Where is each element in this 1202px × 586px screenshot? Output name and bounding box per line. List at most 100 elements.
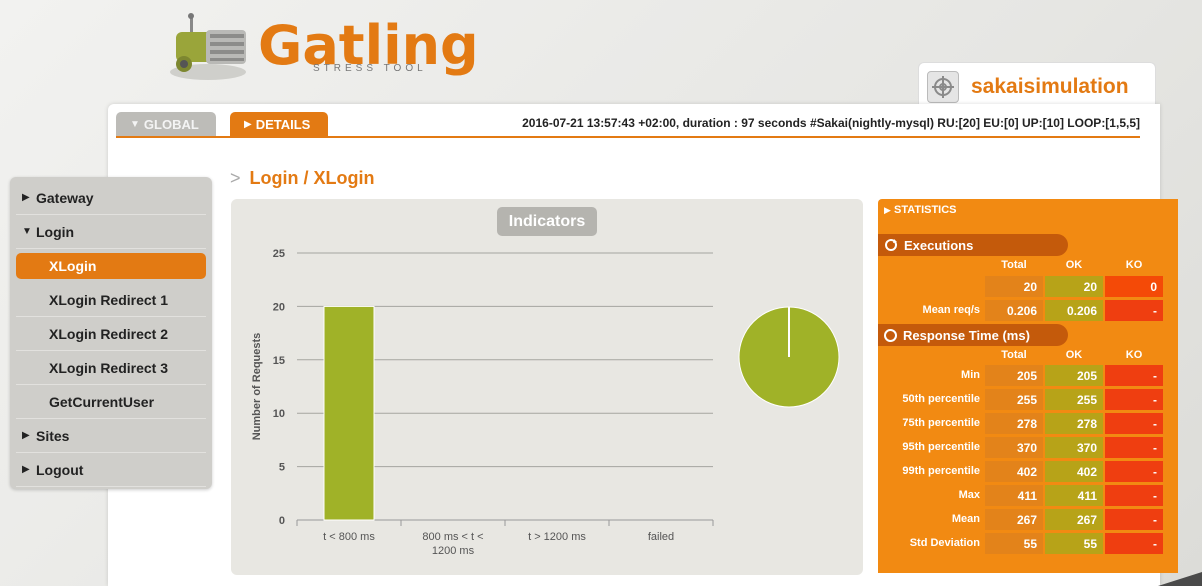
sidebar-item-label: GetCurrentUser [49, 393, 155, 410]
caret-right-icon: ▶ [22, 430, 30, 441]
stat-row-label: Min [961, 369, 980, 381]
stat-cell-ok: 278 [1045, 413, 1103, 434]
stat-cell-total: 402 [985, 461, 1043, 482]
column-header-total: Total [1001, 259, 1027, 271]
stat-cell-total: 205 [985, 365, 1043, 386]
y-tick-label: 0 [279, 515, 285, 527]
executions-title: Executions [904, 237, 974, 253]
stat-cell-ko: - [1105, 300, 1163, 321]
tab-global-label: GLOBAL [143, 116, 199, 132]
caret-right-icon: ▶ [22, 192, 30, 203]
sidebar-item-gateway[interactable]: ▶ Gateway [16, 181, 206, 215]
stat-cell-total: 20 [985, 276, 1043, 297]
sidebar-item-xlogin-redirect-2[interactable]: XLogin Redirect 2 [16, 317, 206, 351]
gatling-logo: Gatling STRESS TOOL [168, 6, 479, 86]
statistics-title: ▶ STATISTICS [884, 204, 957, 216]
x-tick-label: t < 800 ms [323, 531, 375, 543]
sidebar-item-xlogin-redirect-1[interactable]: XLogin Redirect 1 [16, 283, 206, 317]
column-header-ko: KO [1125, 349, 1143, 361]
stat-cell-ok: 20 [1045, 276, 1103, 297]
stat-row-label: 95th percentile [902, 441, 980, 453]
stat-cell-ko: - [1105, 413, 1163, 434]
tab-details[interactable]: ▶ DETAILS [230, 112, 328, 136]
sidebar-item-login[interactable]: ▼ Login [16, 215, 206, 249]
top-tabs: ▼ GLOBAL ▶ DETAILS [116, 112, 328, 136]
tab-global[interactable]: ▼ GLOBAL [116, 112, 216, 136]
y-axis-label: Number of Requests [251, 333, 263, 441]
clock-icon [884, 328, 897, 342]
sidebar-item-label: Logout [36, 461, 84, 478]
stat-cell-ko: - [1105, 485, 1163, 506]
x-tick-label: 800 ms < t < [422, 531, 483, 543]
y-tick-label: 10 [273, 408, 285, 420]
tab-details-label: DETAILS [255, 116, 311, 132]
x-tick-label: 1200 ms [432, 545, 475, 557]
target-icon [927, 70, 959, 103]
stat-cell-ok: 205 [1045, 365, 1103, 386]
column-header-ko: KO [1125, 259, 1143, 271]
response-time-title: Response Time (ms) [903, 327, 1030, 343]
column-header-ok: OK [1065, 349, 1083, 361]
stat-row-label: 50th percentile [902, 393, 980, 405]
page-title-prefix: > [230, 168, 241, 188]
logo-subtitle: STRESS TOOL [313, 63, 427, 74]
sidebar-item-xlogin-redirect-3[interactable]: XLogin Redirect 3 [16, 351, 206, 385]
stat-cell-ko: 0 [1105, 276, 1163, 297]
page-corner [1158, 572, 1202, 586]
stat-row-label: Mean req/s [922, 304, 980, 316]
stat-cell-total: 0.206 [985, 300, 1043, 321]
stat-row-label: Max [958, 489, 980, 501]
stat-cell-ko: - [1105, 437, 1163, 458]
indicators-panel: 0 5 10 15 20 25 Number of Requests t < 800 ms 80… [231, 199, 863, 575]
sidebar-item-label: Sites [36, 427, 70, 444]
stat-cell-ok: 370 [1045, 437, 1103, 458]
sidebar-item-getcurrentuser[interactable]: GetCurrentUser [16, 385, 206, 419]
page-title: > Login / XLogin [230, 168, 375, 189]
gatling-gun-icon [170, 13, 246, 80]
stat-cell-ok: 267 [1045, 509, 1103, 530]
indicators-title: Indicators [497, 207, 597, 236]
stat-cell-ko: - [1105, 461, 1163, 482]
refresh-icon [885, 239, 897, 251]
sidebar-item-xlogin[interactable]: XLogin [16, 253, 206, 279]
sidebar-item-label: XLogin [49, 258, 97, 274]
sidebar-item-label: XLogin Redirect 1 [49, 291, 169, 308]
y-tick-label: 15 [273, 355, 285, 367]
stat-cell-ok: 55 [1045, 533, 1103, 554]
stat-cell-ko: - [1105, 365, 1163, 386]
stat-cell-total: 267 [985, 509, 1043, 530]
simulation-name: sakaisimulation [971, 74, 1129, 98]
sidebar: ▶ Gateway ▼ Login XLogin XLogin Redirect 1 XLo… [10, 177, 212, 489]
statistics-title-label: STATISTICS [893, 204, 957, 216]
y-tick-label: 5 [279, 462, 285, 474]
column-header-total: Total [1001, 349, 1027, 361]
y-tick-label: 20 [273, 301, 285, 313]
bar-t-800-ms [323, 305, 375, 521]
run-info: 2016-07-21 13:57:43 +02:00, duration : 9… [522, 116, 1140, 130]
stat-cell-total: 55 [985, 533, 1043, 554]
stat-cell-ko: - [1105, 533, 1163, 554]
sidebar-item-label: Login [36, 223, 75, 240]
header-divider [116, 136, 1140, 138]
sidebar-item-label: XLogin Redirect 3 [49, 359, 169, 376]
x-tick-label: t > 1200 ms [528, 531, 586, 543]
stat-cell-ok: 411 [1045, 485, 1103, 506]
caret-down-icon: ▼ [130, 118, 140, 130]
executions-header: Executions [878, 234, 1068, 256]
stat-cell-ko: - [1105, 389, 1163, 410]
caret-down-icon: ▼ [22, 226, 32, 237]
indicators-chart: 0 5 10 15 20 25 Number of Requests t < 800 ms 80… [251, 248, 840, 557]
response-time-header: Response Time (ms) [878, 324, 1068, 346]
stat-cell-ko: - [1105, 509, 1163, 530]
x-tick-label: failed [648, 531, 674, 543]
stat-cell-ok: 402 [1045, 461, 1103, 482]
sidebar-item-sites[interactable]: ▶ Sites [16, 419, 206, 453]
page-title-text: Login / XLogin [249, 168, 375, 188]
sidebar-item-logout[interactable]: ▶ Logout [16, 453, 206, 487]
stat-cell-total: 278 [985, 413, 1043, 434]
stat-cell-ok: 255 [1045, 389, 1103, 410]
sidebar-item-label: Gateway [36, 189, 94, 206]
column-header-ok: OK [1065, 259, 1083, 271]
stat-cell-total: 411 [985, 485, 1043, 506]
simulation-tab: sakaisimulation [918, 62, 1156, 110]
